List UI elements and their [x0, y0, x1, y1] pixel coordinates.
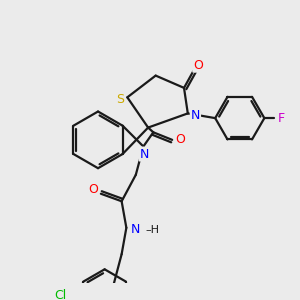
- Text: N: N: [191, 109, 200, 122]
- Text: O: O: [88, 183, 98, 196]
- Text: –H: –H: [145, 225, 159, 235]
- Text: Cl: Cl: [55, 289, 67, 300]
- Text: S: S: [116, 93, 124, 106]
- Text: O: O: [193, 59, 203, 72]
- Text: N: N: [131, 223, 140, 236]
- Text: F: F: [278, 112, 285, 124]
- Text: N: N: [140, 148, 149, 160]
- Text: O: O: [175, 134, 185, 146]
